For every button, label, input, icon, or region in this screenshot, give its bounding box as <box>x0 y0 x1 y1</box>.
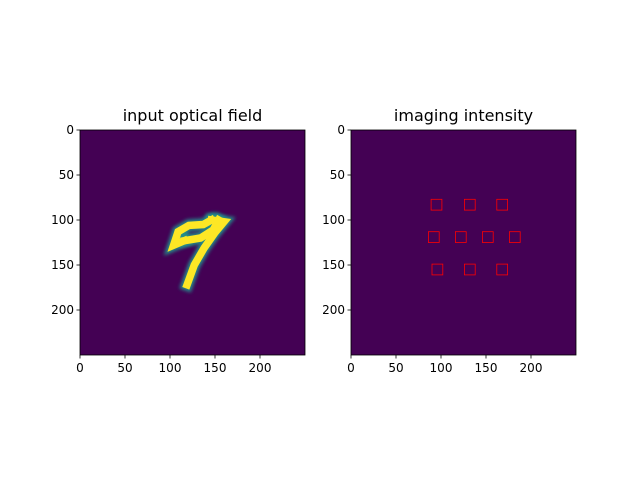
detector-region-box <box>427 231 440 243</box>
detector-region-box <box>431 263 444 276</box>
panel-title: input optical field <box>123 106 263 125</box>
detector-region-box <box>496 263 508 276</box>
x-tick-label: 150 <box>204 361 227 375</box>
axes-frame <box>350 129 577 356</box>
panel-title: imaging intensity <box>394 106 533 125</box>
y-tick-label: 50 <box>59 168 74 182</box>
plot-area <box>427 198 521 276</box>
plot-area <box>163 211 236 293</box>
detector-region-box <box>481 231 494 243</box>
panel-2: imaging intensity 0 50 100 150 200 0 50 100 150 20… <box>322 106 577 375</box>
detector-region-box <box>508 231 521 243</box>
x-tick-label: 200 <box>520 361 543 375</box>
detector-region-box <box>496 198 508 211</box>
detector-region-box <box>454 231 467 243</box>
y-tick-label: 0 <box>66 123 74 137</box>
y-tick-label: 200 <box>322 303 345 317</box>
x-tick-label: 150 <box>475 361 498 375</box>
y-tick-label: 100 <box>51 213 74 227</box>
detector-region-box <box>430 198 443 211</box>
axes-frame <box>79 129 306 356</box>
x-tick-label: 0 <box>76 361 84 375</box>
x-tick-label: 0 <box>347 361 355 375</box>
digit-stroke-core <box>167 214 217 252</box>
x-tick-label: 50 <box>117 361 132 375</box>
x-tick-label: 100 <box>430 361 453 375</box>
detector-region-box <box>463 263 476 276</box>
y-tick-label: 50 <box>330 168 345 182</box>
x-tick-label: 200 <box>249 361 272 375</box>
digit-stroke-core <box>180 214 224 246</box>
y-tick-label: 0 <box>337 123 345 137</box>
y-tick-label: 200 <box>51 303 74 317</box>
x-tick-label: 50 <box>388 361 403 375</box>
digit-stroke-core <box>182 215 232 290</box>
detector-region-box <box>463 198 476 211</box>
y-tick-label: 150 <box>51 258 74 272</box>
y-tick-label: 100 <box>322 213 345 227</box>
x-tick-label: 100 <box>159 361 182 375</box>
panel-1: input optical field 0 50 100 150 200 0 50 100 150… <box>51 106 306 375</box>
y-tick-label: 150 <box>322 258 345 272</box>
